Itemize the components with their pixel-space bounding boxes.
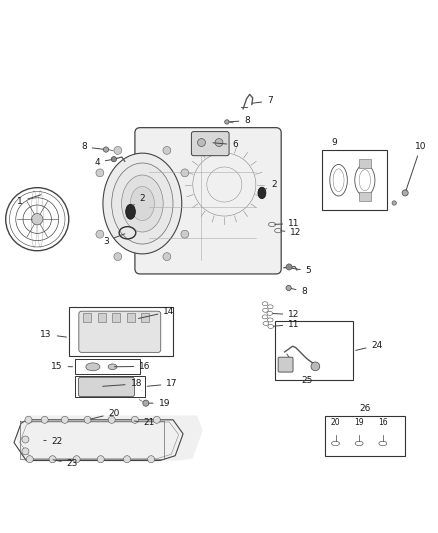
- Circle shape: [181, 230, 189, 238]
- Circle shape: [286, 285, 291, 290]
- Circle shape: [163, 253, 171, 261]
- Circle shape: [22, 436, 29, 443]
- Text: 7: 7: [252, 96, 273, 106]
- Circle shape: [32, 214, 43, 225]
- Text: 23: 23: [53, 459, 78, 468]
- Text: 16: 16: [378, 418, 388, 427]
- Circle shape: [25, 416, 32, 423]
- Circle shape: [73, 456, 80, 463]
- Text: 11: 11: [273, 320, 300, 329]
- Circle shape: [84, 416, 91, 423]
- Text: 2: 2: [133, 194, 145, 206]
- Text: 11: 11: [275, 219, 300, 228]
- Text: 13: 13: [40, 330, 67, 339]
- Circle shape: [225, 120, 229, 124]
- Text: 16: 16: [114, 362, 151, 371]
- Text: 19: 19: [148, 399, 170, 408]
- Text: 10: 10: [406, 142, 427, 190]
- Text: 2: 2: [265, 180, 277, 190]
- Text: 9: 9: [331, 138, 337, 147]
- FancyBboxPatch shape: [78, 377, 134, 397]
- Ellipse shape: [103, 153, 182, 254]
- Circle shape: [148, 456, 155, 463]
- Bar: [127, 313, 135, 322]
- Text: 6: 6: [213, 140, 238, 149]
- Circle shape: [96, 230, 104, 238]
- Text: 22: 22: [44, 437, 63, 446]
- Text: 4: 4: [94, 158, 111, 167]
- Text: 5: 5: [292, 266, 311, 276]
- Circle shape: [111, 157, 117, 162]
- Bar: [112, 313, 120, 322]
- FancyBboxPatch shape: [135, 128, 281, 274]
- Circle shape: [22, 448, 29, 455]
- Circle shape: [143, 400, 149, 406]
- Text: 14: 14: [138, 307, 175, 318]
- Circle shape: [114, 253, 122, 261]
- Circle shape: [181, 169, 189, 177]
- Circle shape: [49, 456, 56, 463]
- Bar: [75, 359, 140, 374]
- Circle shape: [131, 416, 138, 423]
- Text: 8: 8: [291, 287, 307, 296]
- Text: 26: 26: [359, 404, 371, 413]
- Bar: [359, 159, 371, 168]
- Text: 1: 1: [17, 195, 41, 206]
- Circle shape: [392, 201, 396, 205]
- Circle shape: [97, 456, 104, 463]
- Text: 3: 3: [103, 234, 125, 246]
- Text: 20: 20: [331, 418, 340, 427]
- Circle shape: [61, 416, 68, 423]
- Text: 18: 18: [102, 379, 142, 389]
- Text: 19: 19: [354, 418, 364, 427]
- Text: 15: 15: [51, 362, 73, 371]
- Text: 8: 8: [81, 142, 103, 151]
- Text: 24: 24: [356, 341, 383, 350]
- Ellipse shape: [126, 204, 135, 219]
- FancyBboxPatch shape: [278, 357, 293, 372]
- Text: 25: 25: [301, 376, 312, 385]
- Bar: [98, 313, 106, 322]
- Circle shape: [286, 264, 292, 270]
- Circle shape: [402, 190, 408, 196]
- Polygon shape: [16, 415, 203, 461]
- Circle shape: [114, 147, 122, 155]
- Circle shape: [153, 416, 160, 423]
- Ellipse shape: [112, 163, 173, 244]
- Circle shape: [163, 147, 171, 155]
- Text: 20: 20: [90, 409, 120, 419]
- Bar: [325, 416, 405, 456]
- Ellipse shape: [258, 187, 266, 199]
- Text: 12: 12: [273, 310, 300, 319]
- Bar: [83, 313, 91, 322]
- FancyBboxPatch shape: [191, 132, 229, 156]
- Text: 21: 21: [134, 418, 155, 427]
- Bar: [322, 150, 387, 211]
- Circle shape: [103, 147, 109, 152]
- Circle shape: [108, 416, 115, 423]
- Text: 17: 17: [147, 379, 178, 389]
- Circle shape: [198, 139, 205, 147]
- Bar: [75, 376, 145, 397]
- Text: 12: 12: [281, 228, 302, 237]
- Bar: [359, 192, 371, 201]
- Bar: [275, 321, 353, 381]
- Circle shape: [41, 416, 48, 423]
- Circle shape: [215, 139, 223, 147]
- Ellipse shape: [108, 364, 117, 370]
- Circle shape: [96, 169, 104, 177]
- Bar: [141, 313, 149, 322]
- FancyBboxPatch shape: [79, 311, 161, 352]
- Ellipse shape: [86, 363, 100, 371]
- Circle shape: [124, 456, 131, 463]
- Text: 8: 8: [230, 116, 250, 125]
- Circle shape: [26, 456, 33, 463]
- Bar: [69, 307, 173, 356]
- Circle shape: [311, 362, 320, 371]
- Ellipse shape: [121, 175, 163, 232]
- Ellipse shape: [131, 187, 154, 221]
